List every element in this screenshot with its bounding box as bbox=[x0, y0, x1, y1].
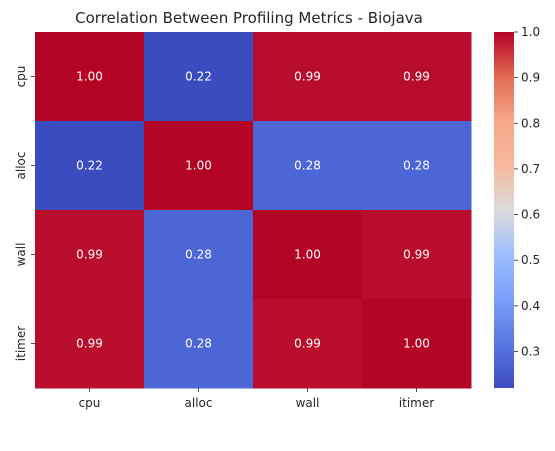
y-tick-label: itimer bbox=[14, 326, 28, 361]
heatmap-cell-label: 1.00 bbox=[403, 337, 430, 351]
y-tick-label: alloc bbox=[14, 152, 28, 180]
heatmap-cell-label: 1.00 bbox=[76, 70, 103, 84]
heatmap-cell-label: 0.28 bbox=[185, 248, 212, 262]
colorbar-tick-label: 0.4 bbox=[521, 299, 540, 313]
heatmap-cell bbox=[35, 121, 145, 211]
heatmap-cell bbox=[362, 121, 472, 211]
y-tick-label: cpu bbox=[14, 66, 28, 88]
colorbar-tick-label: 0.6 bbox=[521, 208, 540, 222]
x-tick-label: wall bbox=[296, 396, 320, 410]
heatmap-cell bbox=[253, 32, 363, 122]
heatmap-cell bbox=[362, 32, 472, 122]
heatmap-cell-label: 0.99 bbox=[294, 337, 321, 351]
heatmap-cell-labels: 1.00 0.22 0.99 0.99 0.22 1.00 0.28 0.28 0.99 0.28… bbox=[76, 70, 430, 351]
chart-title: Correlation Between Profiling Metrics - … bbox=[75, 9, 423, 27]
heatmap-cell bbox=[35, 32, 145, 122]
heatmap-cell-label: 0.28 bbox=[403, 159, 430, 173]
heatmap-cell-label: 0.99 bbox=[403, 248, 430, 262]
colorbar-gradient bbox=[494, 32, 514, 388]
x-axis: cpu alloc wall itimer bbox=[79, 388, 434, 410]
heatmap-cell bbox=[144, 210, 254, 300]
colorbar bbox=[494, 32, 514, 388]
heatmap-cell bbox=[253, 299, 363, 389]
heatmap-cell-label: 0.28 bbox=[294, 159, 321, 173]
heatmap-cell bbox=[362, 299, 472, 389]
heatmap-cell-label: 0.99 bbox=[294, 70, 321, 84]
colorbar-tick-label: 0.7 bbox=[521, 162, 540, 176]
colorbar-tick-label: 0.8 bbox=[521, 116, 540, 130]
colorbar-tick-label: 0.3 bbox=[521, 344, 540, 358]
heatmap-cell bbox=[35, 210, 145, 300]
heatmap-cell-label: 0.28 bbox=[185, 337, 212, 351]
heatmap-cell-label: 0.99 bbox=[403, 70, 430, 84]
colorbar-tick-label: 0.9 bbox=[521, 71, 540, 85]
heatmap-cell bbox=[362, 210, 472, 300]
x-tick-label: alloc bbox=[185, 396, 213, 410]
heatmap-cell-label: 0.99 bbox=[76, 248, 103, 262]
heatmap-cells bbox=[35, 32, 472, 389]
heatmap-cell-label: 1.00 bbox=[294, 248, 321, 262]
heatmap-cell-label: 0.99 bbox=[76, 337, 103, 351]
x-tick-label: itimer bbox=[399, 396, 434, 410]
heatmap-cell bbox=[144, 121, 254, 211]
heatmap-cell-label: 0.22 bbox=[185, 70, 212, 84]
heatmap-cell-label: 1.00 bbox=[185, 159, 212, 173]
x-tick-label: cpu bbox=[79, 396, 101, 410]
colorbar-tick-label: 0.5 bbox=[521, 253, 540, 267]
heatmap-cell-label: 0.22 bbox=[76, 159, 103, 173]
heatmap-cell bbox=[144, 299, 254, 389]
heatmap-cell bbox=[253, 210, 363, 300]
heatmap-cell bbox=[144, 32, 254, 122]
colorbar-tick-label: 1.0 bbox=[521, 25, 540, 39]
colorbar-ticks: 0.3 0.4 0.5 0.6 0.7 0.8 0.9 1.0 bbox=[514, 25, 540, 358]
y-axis: cpu alloc wall itimer bbox=[14, 66, 35, 361]
heatmap-cell bbox=[35, 299, 145, 389]
y-tick-label: wall bbox=[14, 243, 28, 267]
heatmap-cell bbox=[253, 121, 363, 211]
